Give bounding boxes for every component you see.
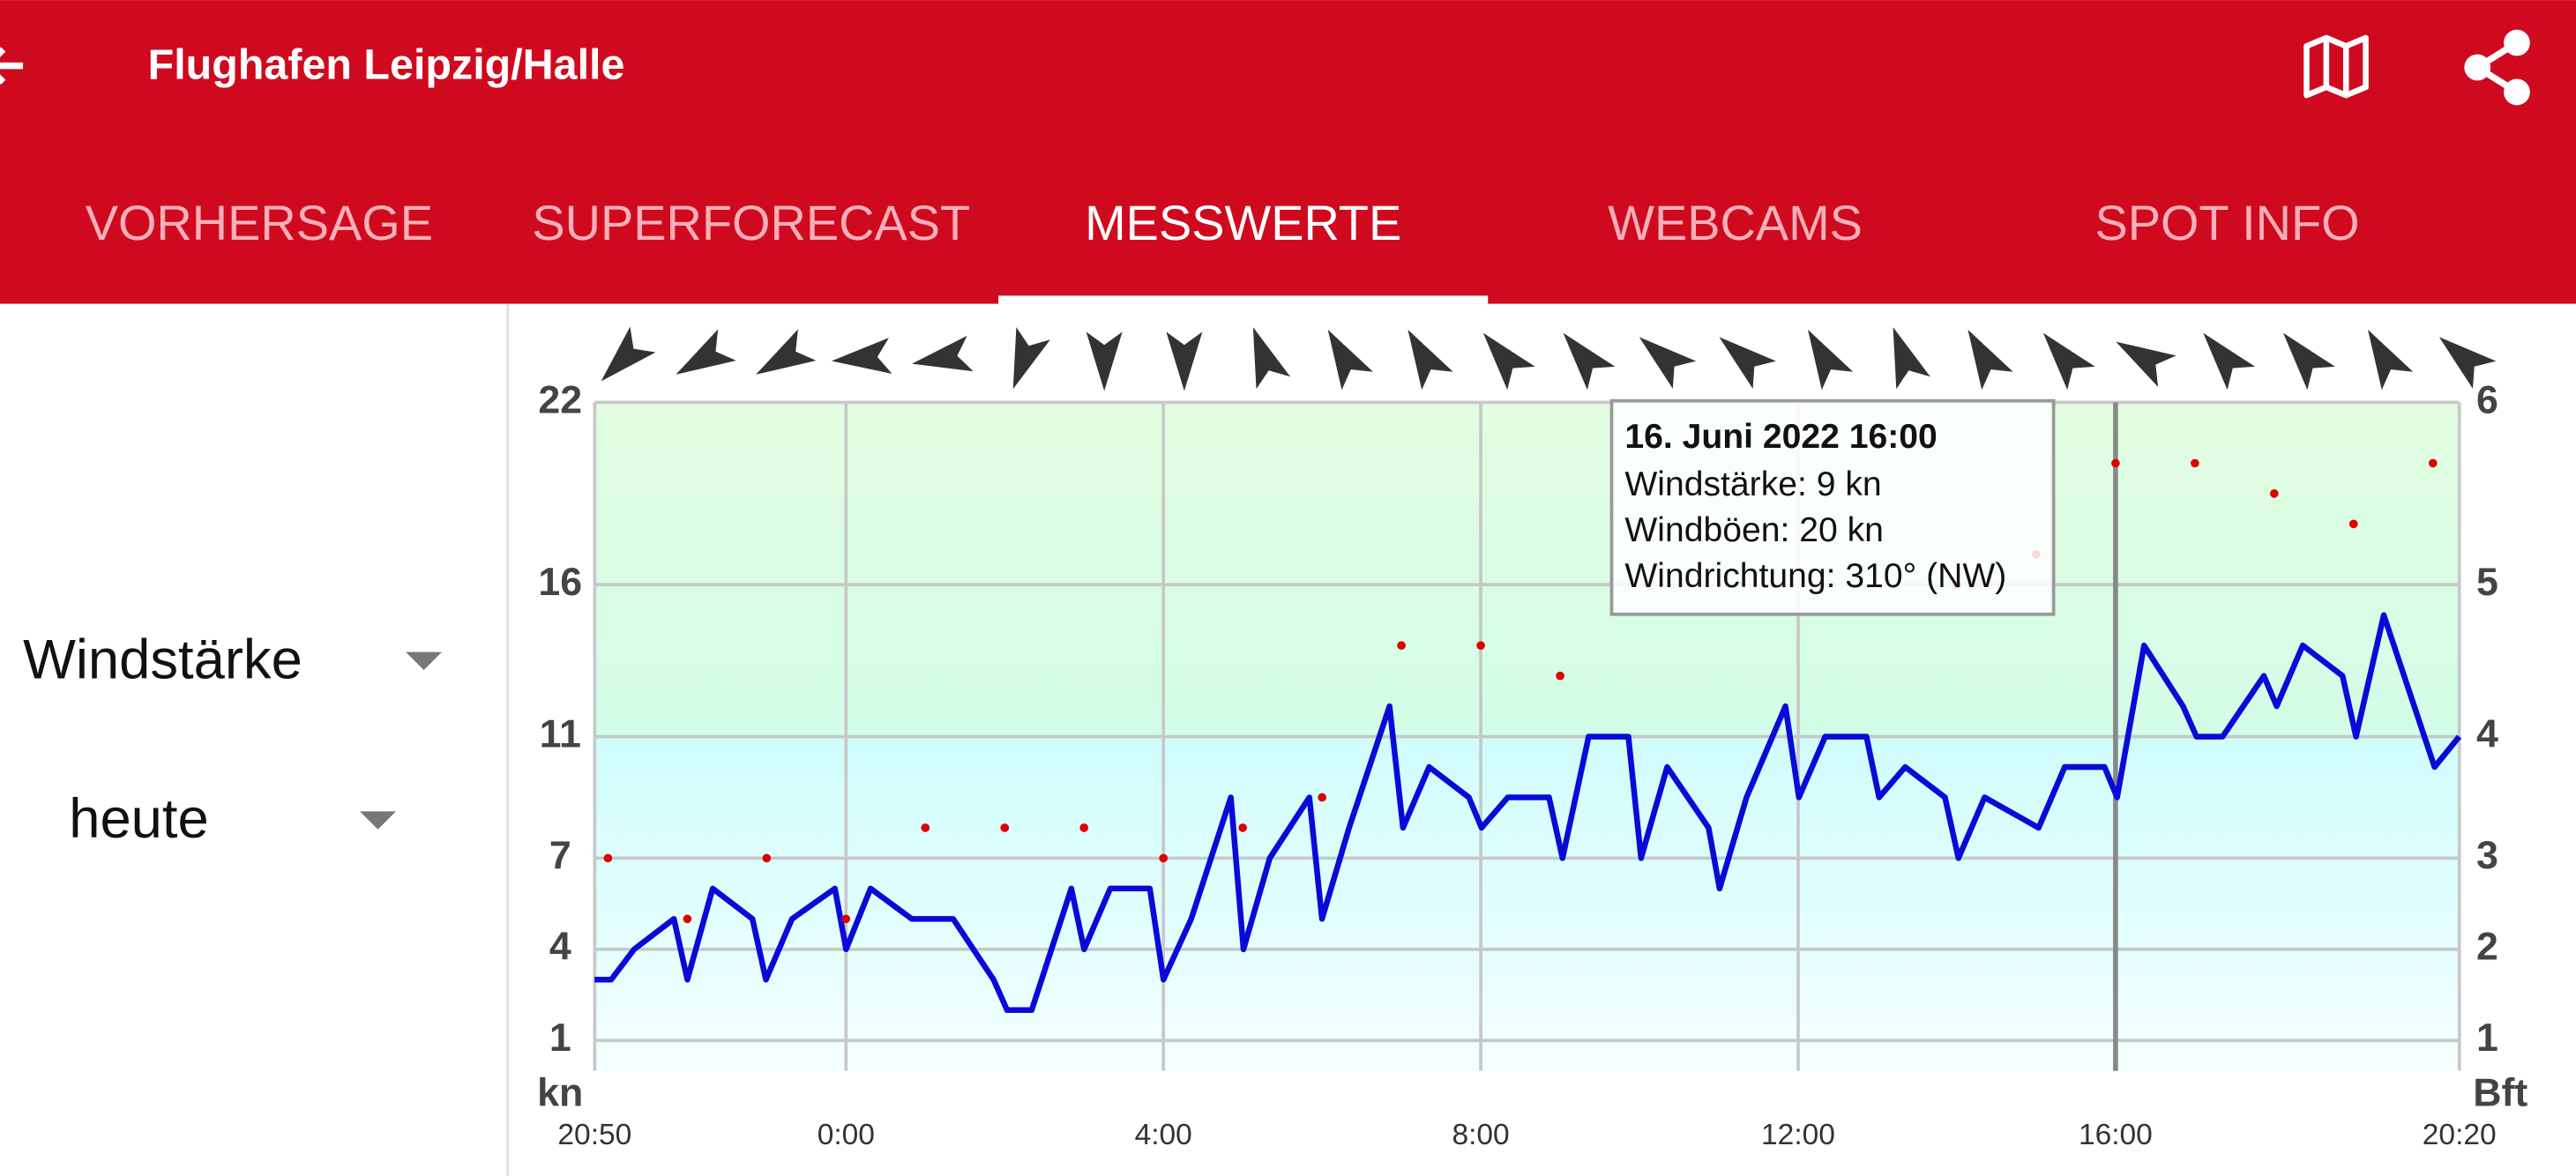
wind-arrow [1719, 337, 1776, 390]
tooltip-line: Windböen: 20 kn [1624, 511, 1884, 549]
gust-dot [762, 853, 772, 863]
map-button[interactable] [2303, 34, 2369, 99]
wind-arrow [1012, 327, 1050, 390]
wind-arrow [831, 338, 892, 375]
y2-tick-label: 6 [2476, 378, 2498, 421]
wind-arrow [2282, 332, 2335, 391]
wind-arrow [2367, 329, 2414, 391]
wind-arrow [2203, 332, 2256, 391]
tab-bar: VORHERSAGE SUPERFORECAST MESSWERTE WEBCAMS S… [86, 195, 2360, 304]
gust-dot [2269, 489, 2279, 498]
y-tick-label: 22 [538, 378, 582, 421]
wind-arrow [1482, 332, 1535, 391]
y-tick-label: 7 [549, 834, 571, 877]
wind-arrow [1086, 331, 1123, 391]
tooltip: 16. Juni 2022 16:00 Windstärke: 9 kn Win… [1609, 398, 2056, 616]
wind-arrow [1407, 329, 1453, 391]
share-button[interactable] [2464, 29, 2530, 106]
x-tick-label: 20:50 [557, 1119, 631, 1151]
wind-arrow [2116, 341, 2177, 387]
wind-line [594, 612, 2462, 1014]
gust-dot [921, 823, 930, 832]
gust-dot [2348, 519, 2358, 529]
gust-dot [1159, 853, 1169, 863]
wind-arrow [912, 335, 974, 372]
wind-arrow [2042, 332, 2095, 391]
wind-arrow [1807, 329, 1854, 391]
y-axis-label: kn [537, 1071, 583, 1114]
x-tick-label: 12:00 [1761, 1119, 1835, 1151]
x-tick-label: 16:00 [2079, 1119, 2153, 1151]
y2-tick-label: 5 [2476, 561, 2498, 604]
tooltip-line: Windrichtung: 310° (NW) [1624, 557, 2006, 595]
gust-dot [2111, 458, 2120, 468]
tooltip-line: Windstärke: 9 kn [1624, 465, 1881, 503]
wind-arrow [676, 329, 736, 375]
tab-indicator [998, 295, 1489, 304]
x-tick-label: 0:00 [818, 1119, 875, 1151]
gust-dot [1238, 823, 1248, 832]
tab[interactable]: SUPERFORECAST [532, 195, 970, 250]
gust-dot [1476, 641, 1485, 651]
y-tick-label: 11 [540, 712, 581, 755]
wind-arrow [1893, 327, 1930, 390]
gust-dot [1318, 793, 1326, 802]
wind-arrow [1639, 337, 1697, 390]
y2-tick-label: 2 [2476, 926, 2498, 969]
y2-tick-label: 3 [2476, 834, 2498, 877]
tooltip-title: 16. Juni 2022 16:00 [1624, 418, 1937, 456]
tab[interactable]: SPOT INFO [2094, 195, 2359, 250]
y-tick-label: 16 [538, 561, 582, 604]
app-bar [0, 0, 2576, 304]
wind-arrow [1252, 327, 1291, 390]
wind-arrow [756, 329, 817, 375]
chart: 1 4 7 11 16 22 1 2 3 4 5 6 kn Bft 20:50 0:00 4:00 8:00 12:… [537, 326, 2527, 1151]
gust-dot [2428, 458, 2438, 468]
wind-arrow [1967, 329, 2013, 391]
x-tick-label: 20:20 [2423, 1119, 2497, 1151]
tooltip-box [1609, 398, 2056, 616]
back-button[interactable] [0, 47, 24, 85]
gust-dot [2191, 458, 2199, 468]
y2-tick-label: 1 [2476, 1016, 2498, 1060]
gust-dot [683, 914, 692, 924]
wind-arrow [2438, 337, 2497, 390]
y2-tick-label: 4 [2476, 712, 2498, 755]
y2-axis-label: Bft [2473, 1071, 2527, 1114]
parameter-select[interactable]: Windstärke [23, 629, 302, 690]
gust-dot [1397, 641, 1406, 651]
wind-arrow [1563, 332, 1616, 391]
tab[interactable]: MESSWERTE [1085, 195, 1401, 250]
dropdown-arrow[interactable] [406, 651, 443, 671]
gust-dot [841, 914, 851, 924]
gust-dot [1000, 823, 1010, 832]
title: Flughafen Leipzig/Halle [148, 41, 625, 88]
x-tick-label: 4:00 [1135, 1119, 1192, 1151]
gust-dot [603, 853, 613, 863]
gust-dot [1556, 671, 1564, 681]
dropdown-arrow[interactable] [359, 811, 396, 830]
tab[interactable]: VORHERSAGE [86, 195, 433, 250]
gust-dot [1079, 823, 1089, 832]
period-select[interactable]: heute [69, 788, 208, 850]
x-tick-label: 8:00 [1452, 1119, 1509, 1151]
tab[interactable]: WEBCAMS [1608, 195, 1863, 250]
y-tick-label: 4 [549, 926, 571, 969]
wind-arrow [1166, 331, 1203, 391]
wind-arrow [1327, 329, 1373, 391]
wind-arrow [601, 326, 656, 382]
y-tick-label: 1 [549, 1016, 571, 1060]
